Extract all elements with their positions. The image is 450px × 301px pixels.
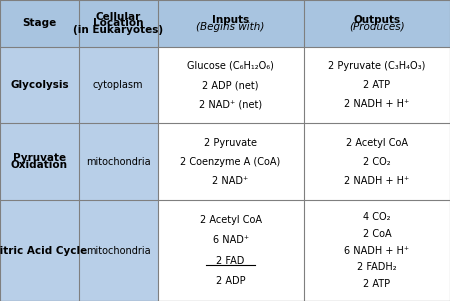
Bar xyxy=(79,123,158,200)
Bar xyxy=(304,0,450,47)
Text: Glucose (C₆H₁₂O₆): Glucose (C₆H₁₂O₆) xyxy=(187,61,274,71)
Text: 2 ATP: 2 ATP xyxy=(363,279,391,289)
Bar xyxy=(0,47,79,123)
Bar xyxy=(0,123,79,200)
Text: Citric Acid Cycle: Citric Acid Cycle xyxy=(0,246,87,256)
Text: 2 NAD⁺: 2 NAD⁺ xyxy=(212,176,249,186)
Text: 2 ADP: 2 ADP xyxy=(216,276,245,286)
Bar xyxy=(0,200,79,301)
Text: 2 Pyruvate (C₃H₄O₃): 2 Pyruvate (C₃H₄O₃) xyxy=(328,61,426,71)
Text: Inputs: Inputs xyxy=(212,15,249,25)
Text: 2 Acetyl CoA: 2 Acetyl CoA xyxy=(200,215,261,225)
Text: 2 CO₂: 2 CO₂ xyxy=(363,157,391,167)
Bar xyxy=(79,0,158,47)
Bar xyxy=(158,200,304,301)
Text: 2 NADH + H⁺: 2 NADH + H⁺ xyxy=(344,99,410,109)
Bar xyxy=(79,200,158,301)
Text: (Begins with): (Begins with) xyxy=(197,22,265,32)
Text: mitochondria: mitochondria xyxy=(86,157,150,167)
Bar xyxy=(304,200,450,301)
Text: 4 CO₂: 4 CO₂ xyxy=(363,212,391,222)
Text: 2 NAD⁺ (net): 2 NAD⁺ (net) xyxy=(199,99,262,109)
Text: Location: Location xyxy=(93,18,144,28)
Text: Cellular: Cellular xyxy=(95,12,141,22)
Text: cytoplasm: cytoplasm xyxy=(93,80,144,90)
Text: 2 CoA: 2 CoA xyxy=(363,229,391,239)
Bar xyxy=(304,123,450,200)
Text: (in Eukaryotes): (in Eukaryotes) xyxy=(73,25,163,35)
Text: mitochondria: mitochondria xyxy=(86,246,150,256)
Text: 2 FAD: 2 FAD xyxy=(216,256,245,266)
Text: 6 NADH + H⁺: 6 NADH + H⁺ xyxy=(344,246,410,256)
Text: 2 Coenzyme A (CoA): 2 Coenzyme A (CoA) xyxy=(180,157,281,167)
Text: 2 Acetyl CoA: 2 Acetyl CoA xyxy=(346,138,408,147)
Text: Oxidation: Oxidation xyxy=(11,160,68,170)
Text: Glycolysis: Glycolysis xyxy=(10,80,69,90)
Text: 2 NADH + H⁺: 2 NADH + H⁺ xyxy=(344,176,410,186)
Bar xyxy=(158,0,304,47)
Text: 2 ATP: 2 ATP xyxy=(363,80,391,90)
Text: Stage: Stage xyxy=(22,18,57,28)
Text: 2 ADP (net): 2 ADP (net) xyxy=(202,80,259,90)
Text: Outputs: Outputs xyxy=(353,15,400,25)
Text: 6 NAD⁺: 6 NAD⁺ xyxy=(212,235,249,246)
Text: (Produces): (Produces) xyxy=(349,22,405,32)
Text: Pyruvate: Pyruvate xyxy=(13,154,66,163)
Text: 2 FADH₂: 2 FADH₂ xyxy=(357,262,397,272)
Bar xyxy=(79,47,158,123)
Text: 2 Pyruvate: 2 Pyruvate xyxy=(204,138,257,147)
Bar xyxy=(158,123,304,200)
Bar xyxy=(0,0,79,47)
Bar xyxy=(304,47,450,123)
Bar xyxy=(158,47,304,123)
